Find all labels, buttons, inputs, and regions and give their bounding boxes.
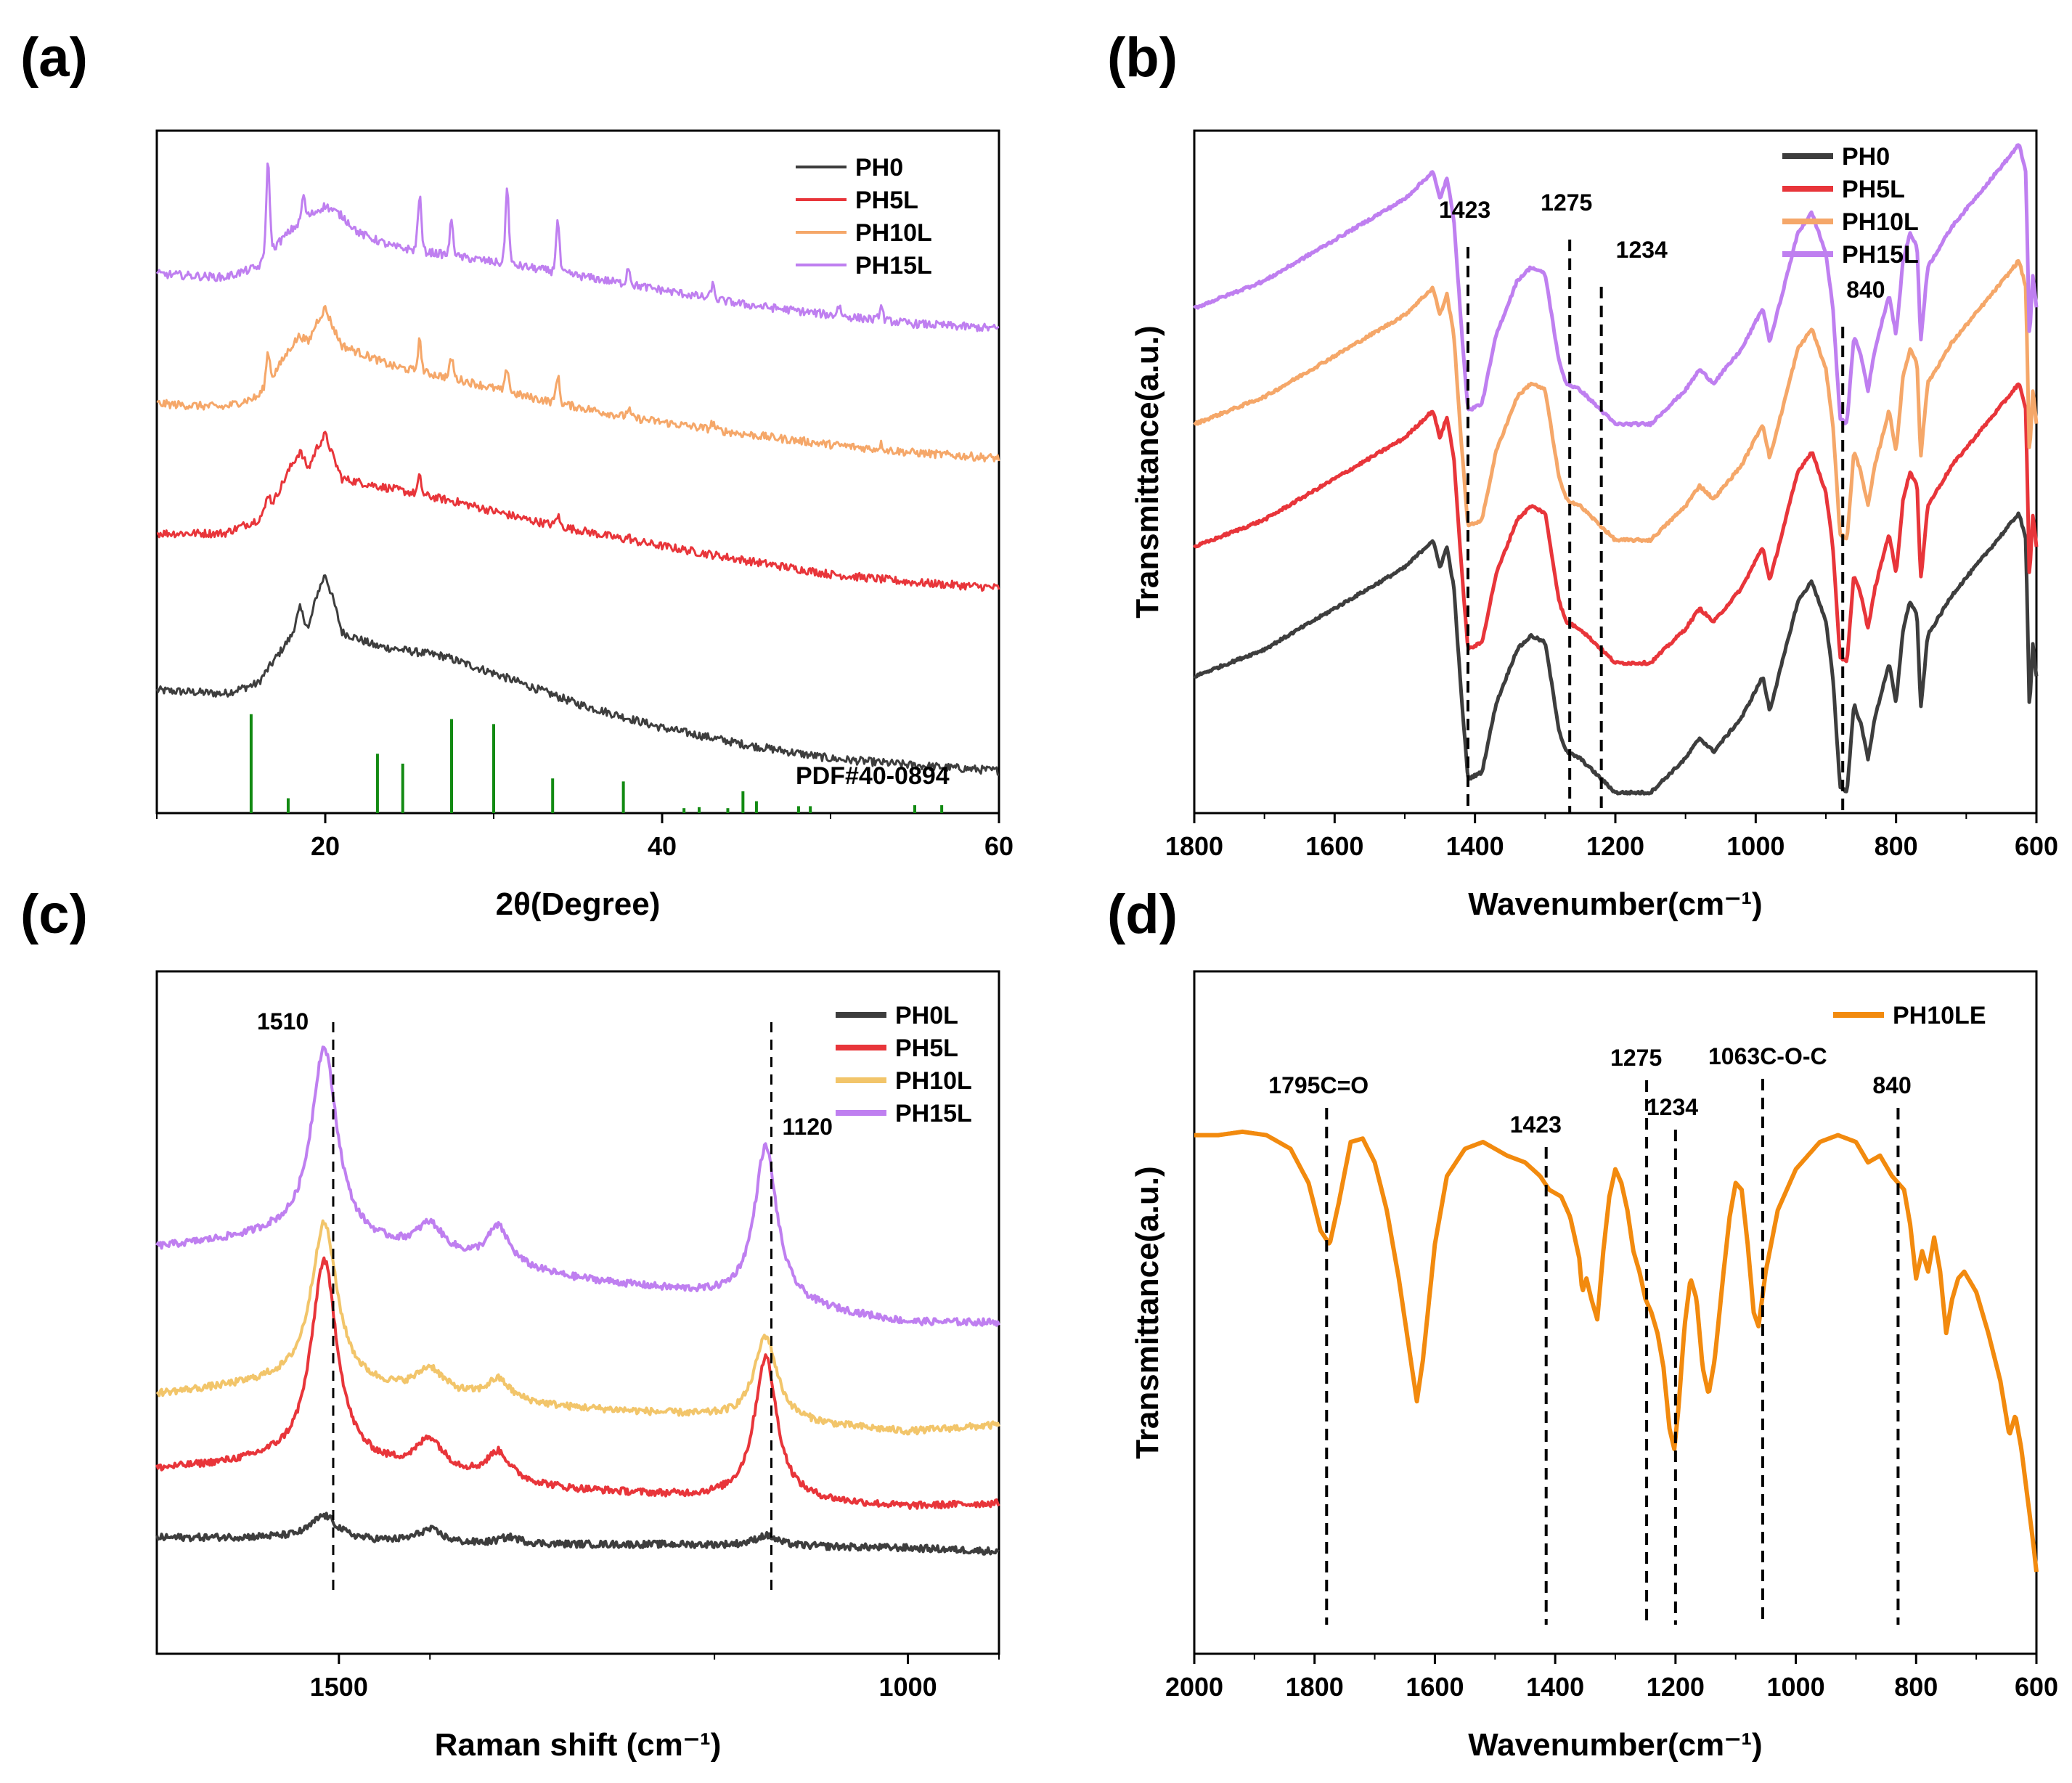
series-line-PH0 [1194, 511, 2039, 796]
series-line-PH10LE [1193, 1129, 2039, 1572]
series-line-PH10L [156, 305, 1000, 462]
series-line-PH15L [155, 162, 1000, 332]
x-tick-label: 1000 [1767, 1672, 1825, 1702]
x-tick-label: 1800 [1286, 1672, 1344, 1702]
y-axis-label: Transmittance(a.u.) [1130, 325, 1165, 618]
panel-label: (a) [20, 27, 88, 89]
x-axis-label: 2θ(Degree) [496, 886, 661, 922]
x-tick-label: 600 [2015, 831, 2058, 861]
x-axis-label: Raman shift (cm⁻¹) [435, 1727, 722, 1763]
x-tick-label: 60 [984, 831, 1013, 861]
series-line-PH5L [156, 431, 1000, 592]
annotation-label: 1423 [1439, 197, 1490, 223]
series-line-PH15L [1193, 143, 2039, 428]
x-tick-label: 1000 [879, 1672, 937, 1702]
x-tick-label: 1500 [310, 1672, 368, 1702]
series-line-PH15L [155, 1045, 1000, 1327]
series-line-PH0L [155, 1511, 1000, 1556]
x-tick-label: 1800 [1165, 831, 1223, 861]
legend-label: PH10L [1842, 208, 1919, 236]
legend-label: PH5L [1842, 176, 1905, 203]
annotation-label: 840 [1872, 1072, 1911, 1098]
annotation-label: 1120 [782, 1114, 832, 1140]
legend-label: PH15L [895, 1100, 972, 1127]
legend-label: PH10LE [1893, 1002, 1986, 1029]
annotation-label: 1275 [1541, 189, 1592, 216]
x-tick-label: 1600 [1305, 831, 1363, 861]
x-tick-label: 20 [311, 831, 340, 861]
panel-c: (c) 1500 1000 Raman shift (cm⁻¹) 1510 1120 PH0… [20, 884, 1000, 1763]
legend-label: PH15L [855, 252, 932, 280]
annotation-label: 1063C-O-C [1708, 1043, 1827, 1069]
x-tick-label: 1600 [1406, 1672, 1464, 1702]
x-axis-label: Wavenumber(cm⁻¹) [1468, 886, 1762, 922]
annotation-label: 1423 [1510, 1111, 1562, 1138]
annotation-label: 1275 [1610, 1045, 1662, 1071]
x-tick-label: 1200 [1647, 1672, 1705, 1702]
panel-label: (c) [20, 884, 88, 945]
panel-d: (d) 2000 1800 1600 1400 1200 1000 800 600 Wavenum… [1107, 884, 2058, 1763]
reference-label: PDF#40-0894 [796, 762, 950, 790]
x-tick-label: 800 [1894, 1672, 1938, 1702]
annotation-label: 1510 [257, 1008, 309, 1035]
annotation-label: 840 [1846, 277, 1885, 303]
panel-a: (a) 20 40 60 2θ(Degree) PDF#40-0894 PH0 PH5L PH1… [20, 27, 1013, 922]
y-axis-label: Transmittance(a.u.) [1130, 1166, 1165, 1458]
series-line-PH0 [155, 574, 1000, 776]
plot-frame [155, 970, 1000, 1655]
legend-label: PH5L [855, 187, 918, 214]
x-tick-label: 1200 [1586, 831, 1644, 861]
legend-label: PH10L [855, 219, 932, 247]
panel-label: (b) [1107, 27, 1178, 89]
series-line-PH10L [155, 1219, 1000, 1436]
legend-label: PH10L [895, 1067, 972, 1095]
legend-label: PH0 [1842, 143, 1890, 171]
legend-label: PH15L [1842, 241, 1919, 269]
x-axis-label: Wavenumber(cm⁻¹) [1468, 1727, 1762, 1763]
annotation-label: 1234 [1647, 1094, 1698, 1120]
plot-frame [155, 129, 1000, 815]
panel-b: (b) 1800 1600 1400 1200 1000 800 600 Wavenumber(… [1107, 27, 2058, 922]
x-tick-label: 800 [1875, 831, 1918, 861]
x-tick-label: 1400 [1446, 831, 1504, 861]
x-tick-label: 1400 [1526, 1672, 1584, 1702]
series-line-PH5L [155, 1256, 1000, 1510]
x-tick-label: 1000 [1726, 831, 1785, 861]
panel-label: (d) [1107, 884, 1178, 945]
x-tick-label: 600 [2015, 1672, 2058, 1702]
annotation-label: 1795C=O [1268, 1072, 1369, 1098]
series-line-PH5L [1192, 382, 2039, 666]
series-line-PH10L [1193, 258, 2039, 544]
legend-label: PH5L [895, 1035, 958, 1062]
annotation-label: 1234 [1616, 237, 1668, 263]
legend-label: PH0 [855, 154, 903, 181]
legend-label: PH0L [895, 1002, 958, 1029]
x-tick-label: 40 [648, 831, 677, 861]
x-tick-label: 2000 [1165, 1672, 1223, 1702]
